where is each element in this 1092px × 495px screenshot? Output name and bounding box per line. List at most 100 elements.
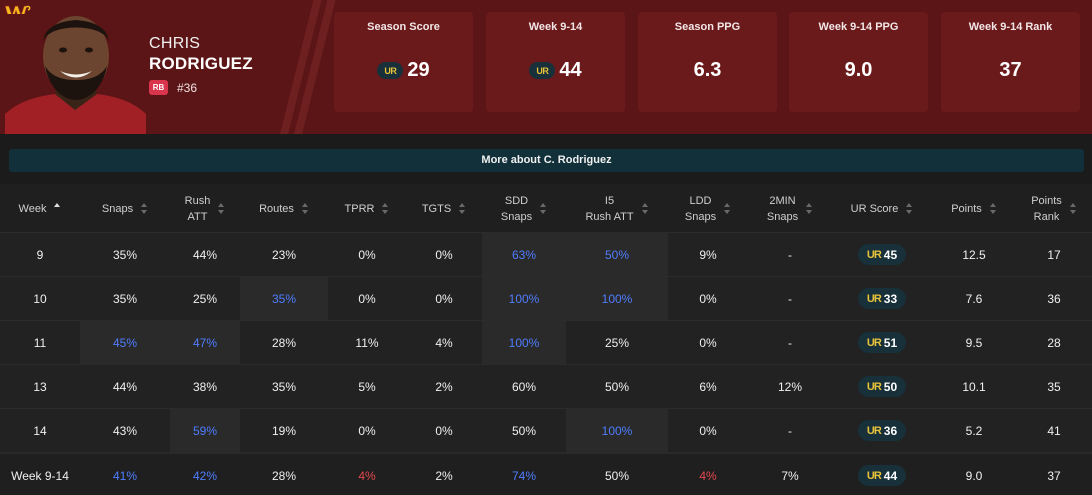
cell-snaps: 41% xyxy=(112,468,138,483)
cell-points: 10.1 xyxy=(962,379,986,394)
column-header-2min-snaps[interactable]: 2MIN Snaps xyxy=(748,184,832,233)
cell-routes: 28% xyxy=(271,468,297,483)
cell-ur-score: UR 36 xyxy=(832,409,932,452)
column-header-label: Week xyxy=(19,201,47,217)
ur-logo-icon: UR xyxy=(377,62,404,79)
cell-week: 13 xyxy=(33,379,47,394)
column-header-rush-att[interactable]: Rush ATT xyxy=(170,184,240,233)
column-header-label: TPRR xyxy=(345,201,375,217)
sort-icon[interactable] xyxy=(218,202,225,215)
cell-tprr: 4% xyxy=(358,468,376,483)
ur-score-badge: UR 51 xyxy=(858,332,906,353)
cell-rush-att: 59% xyxy=(170,409,240,452)
table-row: 14 43% 59% 19% 0% 0% 50% 100% 0% - UR 36 5.2 41 xyxy=(0,409,1092,453)
column-header-tgts[interactable]: TGTS xyxy=(406,184,482,233)
ur-score-badge: UR 44 xyxy=(858,465,906,486)
sort-icon[interactable] xyxy=(459,202,466,215)
sort-icon[interactable] xyxy=(301,202,309,215)
cell-ur-score: UR 50 xyxy=(832,365,932,408)
column-header-line1: I5 xyxy=(604,194,615,207)
table-header: Week Snaps Rush ATT Routes TPRR TGTS SDD Snaps I5… xyxy=(0,184,1092,233)
cell-snaps: 44% xyxy=(112,379,138,394)
cell-points: 5.2 xyxy=(965,423,983,438)
column-header-line1: 2MIN xyxy=(769,194,796,207)
column-header-line1: Routes xyxy=(259,202,294,215)
stat-card-week-score: Week 9-14 UR 44 xyxy=(486,12,625,112)
ur-logo-icon: UR xyxy=(529,62,556,79)
cell-points: 12.5 xyxy=(962,247,986,262)
column-header-points[interactable]: Points xyxy=(932,184,1016,233)
cell-routes: 35% xyxy=(240,277,328,320)
column-header-label: Routes xyxy=(259,201,294,217)
column-header-snaps[interactable]: Snaps xyxy=(80,184,170,233)
column-header-ur-score[interactable]: UR Score xyxy=(832,184,932,233)
cell-i5-rush-att: 50% xyxy=(604,468,630,483)
column-header-tprr[interactable]: TPRR xyxy=(328,184,406,233)
ur-logo-icon: UR xyxy=(866,248,882,261)
ur-score-value: 36 xyxy=(883,423,898,438)
ur-logo-icon: UR xyxy=(866,380,882,393)
cell-tprr: 11% xyxy=(355,335,379,350)
cell-ur-score: UR 51 xyxy=(832,321,932,364)
sort-icon[interactable] xyxy=(1069,202,1077,215)
stat-card-label: Week 9-14 PPG xyxy=(818,21,899,33)
column-header-line2: Snaps xyxy=(684,210,717,223)
player-last-name: RODRIGUEZ xyxy=(149,54,253,73)
column-header-points-rank[interactable]: Points Rank xyxy=(1016,184,1092,233)
cell-sdd-snaps: 100% xyxy=(482,321,566,364)
column-header-line1: Points xyxy=(951,202,982,215)
cell-tgts: 2% xyxy=(435,379,453,394)
cell-rush-att: 25% xyxy=(192,291,218,306)
player-photo xyxy=(5,14,146,134)
ur-score-badge: UR 50 xyxy=(858,376,906,397)
column-header-line2: Rank xyxy=(1033,210,1060,223)
sort-icon[interactable] xyxy=(641,202,649,215)
column-header-sdd-snaps[interactable]: SDD Snaps xyxy=(482,184,566,233)
column-header-line1: TPRR xyxy=(344,202,375,215)
cell-2min-snaps: - xyxy=(788,423,792,438)
column-header-label: UR Score xyxy=(851,201,899,217)
column-header-line1: Snaps xyxy=(101,202,134,215)
cell-tgts: 0% xyxy=(435,291,453,306)
sort-icon[interactable] xyxy=(141,202,148,215)
stat-card-value: 9.0 xyxy=(844,59,873,81)
stat-card-value: 44 xyxy=(559,59,582,81)
stat-card-label: Season Score xyxy=(367,21,440,33)
cell-2min-snaps: - xyxy=(788,247,792,262)
cell-points-rank: 35 xyxy=(1047,379,1061,394)
sort-icon[interactable] xyxy=(54,202,61,215)
stat-card-value: 37 xyxy=(999,59,1022,81)
column-header-ldd-snaps[interactable]: LDD Snaps xyxy=(668,184,748,233)
cell-tprr: 0% xyxy=(358,291,376,306)
column-header-line1: TGTS xyxy=(421,202,452,215)
cell-sdd-snaps: 50% xyxy=(511,423,537,438)
cell-2min-snaps: - xyxy=(788,291,792,306)
ur-score-badge: UR 36 xyxy=(858,420,906,441)
stat-card-season-score: Season Score UR 29 xyxy=(334,12,473,112)
ur-logo-icon: UR xyxy=(866,292,882,305)
column-header-week[interactable]: Week xyxy=(0,184,80,233)
sort-icon[interactable] xyxy=(382,202,389,215)
cell-points: 9.5 xyxy=(965,335,983,350)
column-header-routes[interactable]: Routes xyxy=(240,184,328,233)
cell-routes: 28% xyxy=(271,335,297,350)
cell-tgts: 2% xyxy=(435,468,453,483)
column-header-i5-rush-att[interactable]: I5 Rush ATT xyxy=(566,184,668,233)
cell-sdd-snaps: 63% xyxy=(482,233,566,276)
more-about-button[interactable]: More about C. Rodriguez xyxy=(9,149,1084,172)
cell-i5-rush-att: 50% xyxy=(604,379,630,394)
sort-icon[interactable] xyxy=(906,202,913,215)
cell-ur-score: UR 45 xyxy=(832,233,932,276)
sort-icon[interactable] xyxy=(724,202,731,215)
sort-icon[interactable] xyxy=(806,202,813,215)
ur-logo-icon: UR xyxy=(866,424,882,437)
stat-card-value: 29 xyxy=(407,59,430,81)
sort-icon[interactable] xyxy=(540,202,547,215)
column-header-line2: Rush ATT xyxy=(585,210,634,223)
cell-ldd-snaps: 0% xyxy=(699,423,717,438)
cell-i5-rush-att: 50% xyxy=(566,233,668,276)
table-row: 11 45% 47% 28% 11% 4% 100% 25% 0% - UR 51 9.5 28 xyxy=(0,321,1092,365)
sort-icon[interactable] xyxy=(989,202,997,215)
cell-points-rank: 17 xyxy=(1047,247,1061,262)
cell-i5-rush-att: 25% xyxy=(604,335,630,350)
